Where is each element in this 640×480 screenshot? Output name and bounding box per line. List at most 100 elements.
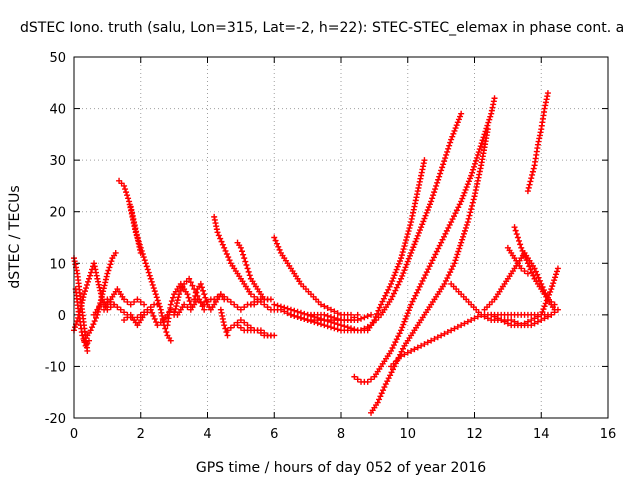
- data-point-interp: [334, 321, 341, 328]
- data-point: [181, 301, 188, 308]
- data-point-interp: [512, 227, 519, 234]
- data-point-interp: [520, 251, 527, 258]
- data-series: [91, 296, 161, 324]
- data-point-interp: [429, 195, 436, 202]
- data-point-interp: [404, 231, 411, 238]
- data-point: [518, 265, 525, 272]
- data-point-interp: [122, 186, 129, 193]
- data-point-interp: [156, 303, 163, 310]
- data-point: [196, 296, 203, 303]
- data-point-interp: [528, 269, 535, 276]
- data-point-interp: [400, 246, 407, 253]
- data-point-interp: [281, 304, 288, 311]
- data-point-interp: [170, 294, 177, 301]
- data-point-interp: [223, 329, 230, 336]
- data-point-interp: [468, 202, 475, 209]
- data-point: [167, 337, 174, 344]
- data-point-interp: [423, 209, 430, 216]
- data-point: [271, 234, 278, 241]
- data-point-interp: [471, 315, 478, 322]
- data-point-interp: [522, 254, 529, 261]
- data-point: [368, 311, 375, 318]
- data-point: [186, 275, 193, 282]
- data-point-interp: [157, 319, 164, 326]
- data-series: [127, 203, 144, 256]
- data-point: [221, 322, 228, 329]
- data-point: [231, 301, 238, 308]
- data-point-interp: [264, 304, 271, 311]
- data-point-interp: [380, 387, 387, 394]
- data-point-interp: [442, 155, 449, 162]
- data-point: [187, 301, 194, 308]
- data-point-interp: [471, 160, 478, 167]
- data-point-interp: [377, 393, 384, 400]
- data-point-interp: [410, 244, 417, 251]
- data-point-interp: [550, 280, 557, 287]
- data-point-interp: [414, 232, 421, 239]
- data-point-interp: [474, 313, 481, 320]
- data-point: [428, 337, 435, 344]
- data-point: [244, 322, 251, 329]
- data-point-interp: [376, 304, 383, 311]
- data-point-interp: [151, 315, 158, 322]
- data-point: [348, 311, 355, 318]
- data-point-interp: [414, 344, 421, 351]
- data-point: [87, 327, 94, 334]
- data-point-interp: [145, 269, 152, 276]
- data-point: [321, 317, 328, 324]
- data-point: [474, 151, 481, 158]
- plot-frame: [73, 56, 609, 419]
- data-point-interp: [452, 257, 459, 264]
- data-point: [304, 317, 311, 324]
- data-point-interp: [203, 298, 210, 305]
- data-point: [524, 188, 531, 195]
- data-point: [398, 353, 405, 360]
- data-point-interp: [124, 192, 131, 199]
- data-point-interp: [456, 245, 463, 252]
- data-point-interp: [462, 224, 469, 231]
- data-point-interp: [486, 116, 493, 123]
- data-point-interp: [399, 272, 406, 279]
- data-point-interp: [401, 351, 408, 358]
- data-point-interp: [468, 206, 475, 213]
- data-point-interp: [424, 339, 431, 346]
- data-point-interp: [173, 300, 180, 307]
- data-point-interp: [395, 260, 402, 267]
- data-point-interp: [95, 281, 102, 288]
- y-tick-label: -20: [45, 412, 66, 427]
- data-point-interp: [200, 287, 207, 294]
- data-point-interp: [415, 229, 422, 236]
- data-point-interp: [100, 288, 107, 295]
- data-point-interp: [469, 199, 476, 206]
- data-point-interp: [437, 170, 444, 177]
- data-point-interp: [544, 294, 551, 301]
- axis-ticks: 0 2 4 6 8 10 12 14 16 -20 -10 0 10 20 30 40 50: [45, 51, 617, 442]
- data-point-interp: [187, 279, 194, 286]
- data-point-interp: [467, 209, 474, 216]
- data-point-interp: [227, 324, 234, 331]
- data-point: [201, 306, 208, 313]
- data-point-interp: [219, 241, 226, 248]
- data-point-interp: [189, 282, 196, 289]
- data-point-interp: [257, 329, 264, 336]
- data-point-interp: [241, 319, 248, 326]
- x-tick-label: 10: [399, 427, 416, 442]
- data-point-interp: [444, 329, 451, 336]
- data-point-interp: [257, 298, 264, 305]
- data-point-interp: [433, 182, 440, 189]
- data-point-interp: [406, 304, 413, 311]
- data-point-interp: [461, 320, 468, 327]
- data-point-interp: [416, 227, 423, 234]
- data-point-interp: [406, 252, 413, 259]
- data-point: [287, 311, 294, 318]
- data-point: [464, 219, 471, 226]
- x-tick-label: 12: [466, 427, 483, 442]
- data-point-interp: [523, 257, 530, 264]
- data-point-interp: [327, 313, 334, 320]
- data-point-interp: [398, 252, 405, 259]
- data-point-interp: [440, 161, 447, 168]
- data-point-interp: [401, 243, 408, 250]
- data-point-interp: [404, 310, 411, 317]
- y-tick-label: 30: [49, 154, 66, 169]
- data-point-interp: [544, 313, 551, 320]
